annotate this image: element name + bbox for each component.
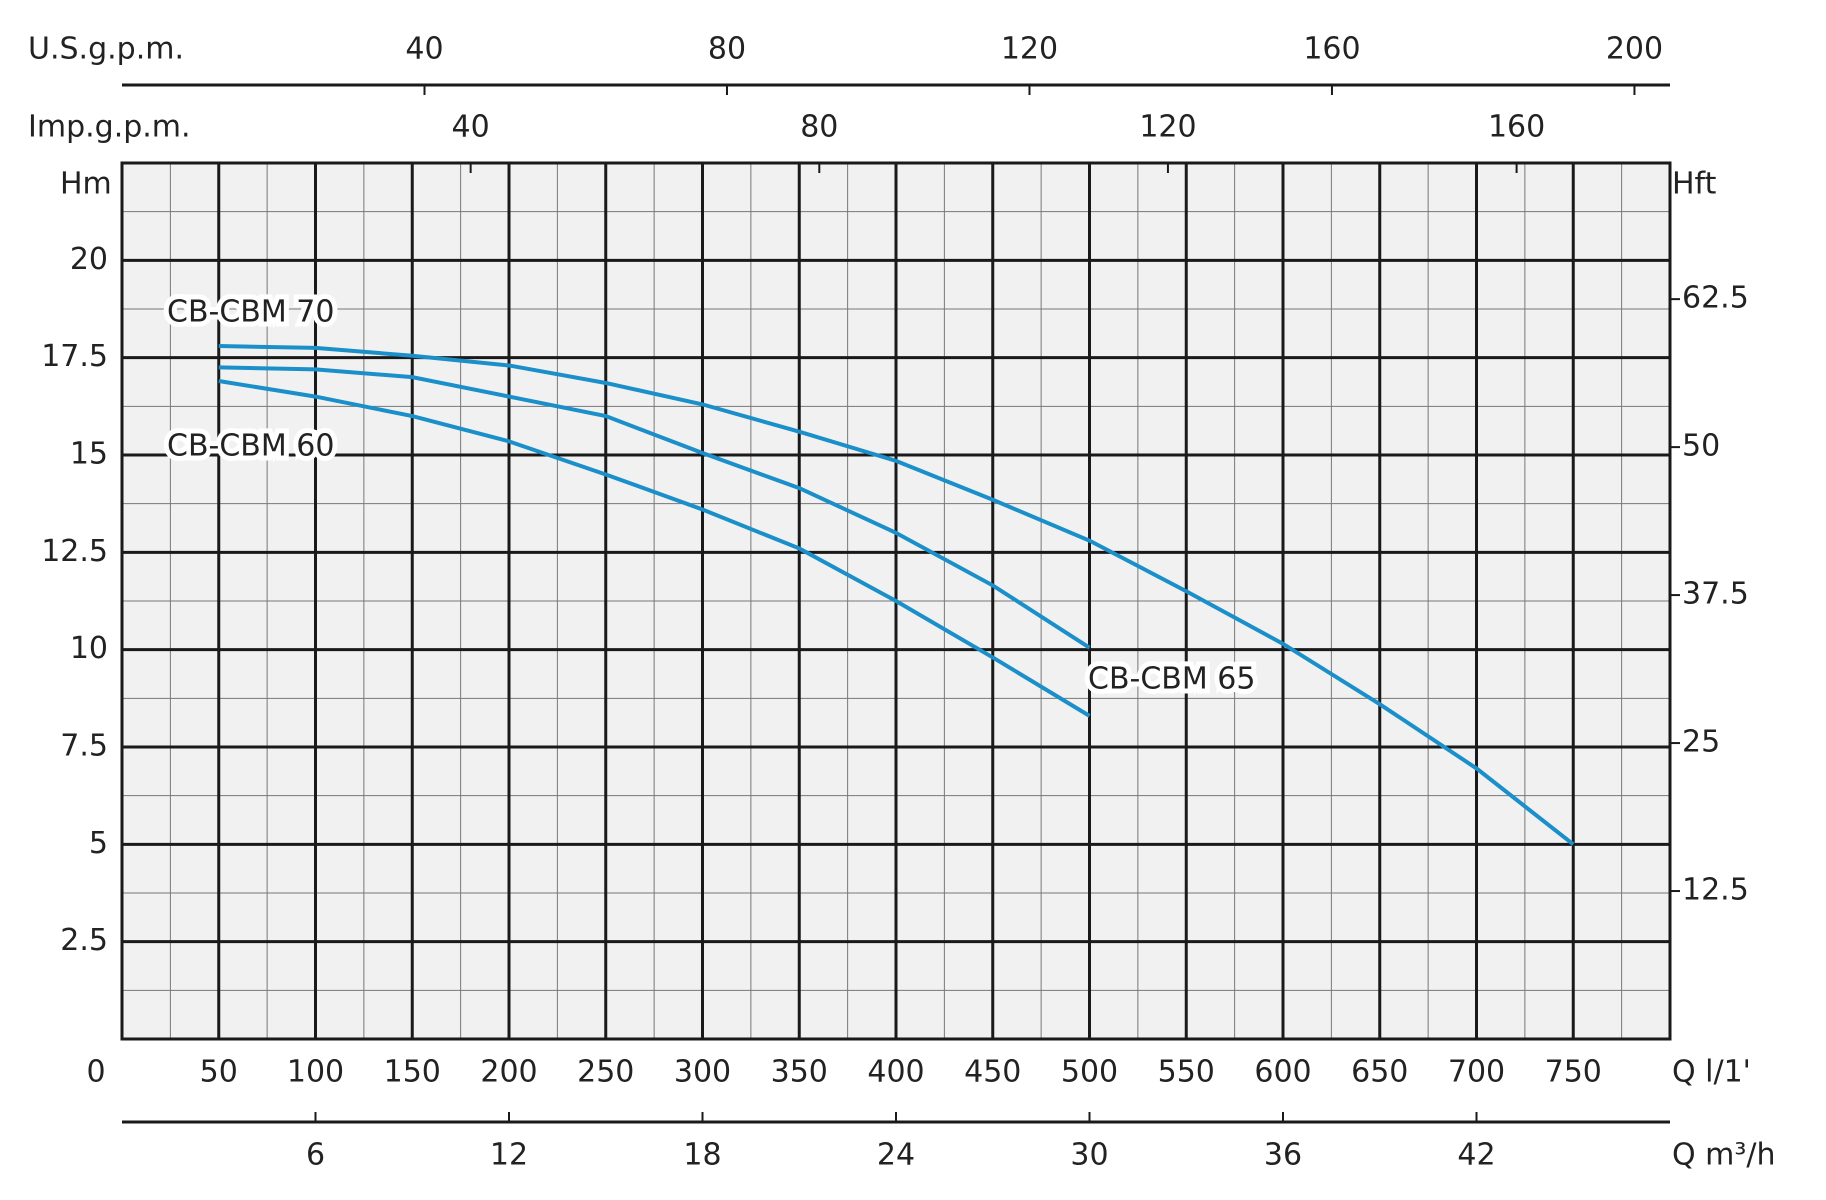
x-tick-label: 500	[1061, 1055, 1118, 1090]
y2-tick-label: 12.5	[1682, 873, 1749, 908]
bottom-axis-title: Q m³/h	[1672, 1138, 1776, 1173]
series-label: CB-CBM 65	[1088, 662, 1255, 697]
x-tick-label: 100	[287, 1055, 344, 1090]
bottom-axis-tick-label: 6	[306, 1138, 325, 1173]
y2-tick-label: 50	[1682, 429, 1720, 464]
curve	[218, 343, 1575, 846]
bottom-axis-tick-label: 18	[683, 1138, 721, 1173]
top-axis-title: U.S.g.p.m.	[28, 32, 184, 67]
y-tick-label: 17.5	[41, 339, 108, 374]
curve	[218, 365, 1091, 650]
y-tick-label: 5	[89, 826, 108, 861]
y-tick-label: 10	[70, 631, 108, 666]
top-axis-tick-label: 160	[1488, 110, 1545, 145]
y-tick-label: 7.5	[60, 729, 108, 764]
x-tick-label: 300	[674, 1055, 731, 1090]
x-tick-label: 150	[384, 1055, 441, 1090]
bottom-axis-tick-label: 42	[1457, 1138, 1495, 1173]
top-axis-tick-label: 120	[1139, 110, 1196, 145]
y2-axis-title: Hft	[1672, 167, 1717, 202]
top-axis-title: Imp.g.p.m.	[28, 110, 191, 145]
top-axis-tick-label: 80	[708, 32, 746, 67]
x-tick-label: 250	[577, 1055, 634, 1090]
top-axis-tick-label: 200	[1606, 32, 1663, 67]
top-axis-tick-label: 160	[1303, 32, 1360, 67]
y2-tick-label: 37.5	[1682, 577, 1749, 612]
series-label: CB-CBM 60	[167, 429, 334, 464]
top-axis-tick-label: 40	[452, 110, 490, 145]
bottom-axis-tick-label: 12	[490, 1138, 528, 1173]
y2-tick-label: 25	[1682, 725, 1720, 760]
x-tick-label: 650	[1351, 1055, 1408, 1090]
series-label: CB-CBM 70	[167, 295, 334, 330]
x-tick-label: 750	[1545, 1055, 1602, 1090]
bottom-axis-tick-label: 30	[1070, 1138, 1108, 1173]
bottom-axis-tick-label: 36	[1264, 1138, 1302, 1173]
top-axis-tick-label: 80	[800, 110, 838, 145]
plot-border	[120, 161, 1672, 1041]
top-axis-tick-label: 40	[405, 32, 443, 67]
bottom-axis-tick-label: 24	[877, 1138, 915, 1173]
x-tick-label: 350	[771, 1055, 828, 1090]
y-axis-title: Hm	[60, 167, 112, 202]
x-axis-title: Q l/1'	[1672, 1055, 1751, 1090]
x-tick-label: 550	[1158, 1055, 1215, 1090]
x-tick-label: 200	[480, 1055, 537, 1090]
y-tick-label: 20	[70, 242, 108, 277]
chart-body: 0 50 100 150 200 250 300 350 400 450 500 550 600 650 7…	[41, 32, 1749, 1173]
x-tick-label: 450	[964, 1055, 1021, 1090]
y-tick-label: 15	[70, 437, 108, 472]
top-axis-tick-label: 120	[1001, 32, 1058, 67]
y-tick-label: 12.5	[41, 534, 108, 569]
y2-tick-label: 62.5	[1682, 281, 1749, 316]
curve	[218, 379, 1091, 718]
x-tick-label: 400	[867, 1055, 924, 1090]
x-tick-label: 600	[1254, 1055, 1311, 1090]
x-tick-label: 700	[1448, 1055, 1505, 1090]
x-tick-label: 0	[86, 1055, 105, 1090]
y-tick-label: 2.5	[60, 923, 108, 958]
x-tick-label: 50	[200, 1055, 238, 1090]
